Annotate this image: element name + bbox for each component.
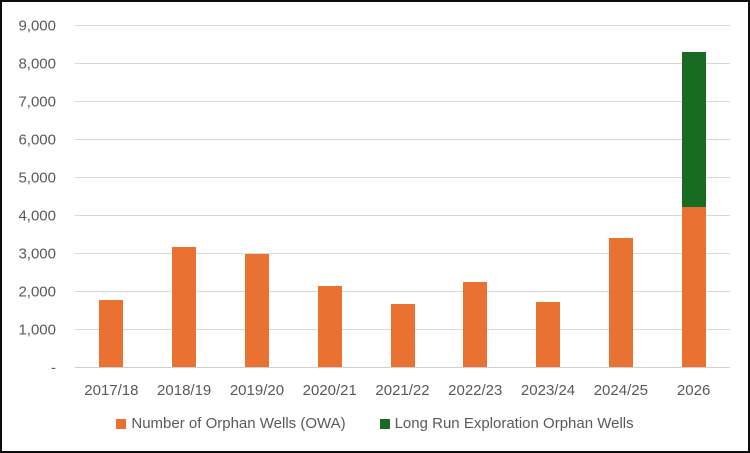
- bar-group-2024-25: [608, 237, 633, 367]
- y-axis-tick-label: 3,000: [18, 245, 56, 263]
- bar-segment-owa: [536, 301, 561, 367]
- x-axis-tick-label: 2018/19: [157, 382, 212, 399]
- gridline: [75, 139, 730, 140]
- y-axis-tick-label: -: [51, 359, 56, 377]
- x-axis-tick-label: 2021/22: [375, 382, 430, 399]
- bar-group-2019-20: [244, 253, 269, 367]
- bar-segment-longrun: [681, 51, 706, 208]
- gridline: [75, 63, 730, 64]
- y-axis-tick-label: 9,000: [18, 17, 56, 35]
- x-axis-tick-label: 2019/20: [229, 382, 285, 399]
- bar-group-2017-18: [99, 299, 124, 367]
- gridline: [75, 101, 730, 102]
- gridline: [75, 215, 730, 216]
- bar-segment-owa: [317, 286, 342, 367]
- legend-item-owa: Number of Orphan Wells (OWA): [116, 415, 346, 432]
- x-axis-tick-label: 2023/24: [520, 382, 576, 399]
- bar-segment-owa: [608, 237, 633, 367]
- bar-group-2021-22: [390, 303, 415, 367]
- x-axis-tick-label: 2020/21: [302, 382, 357, 399]
- bar-group-2022-23: [463, 281, 488, 367]
- y-axis-tick-label: 1,000: [18, 321, 56, 339]
- x-axis-line: [75, 367, 730, 368]
- bar-group-2026: [681, 51, 706, 367]
- y-axis-tick-label: 4,000: [18, 207, 56, 225]
- y-axis-tick-label: 5,000: [18, 169, 56, 187]
- legend-label-owa: Number of Orphan Wells (OWA): [131, 415, 346, 432]
- bar-segment-owa: [244, 253, 269, 367]
- y-axis: - 1,000 2,000 3,000 4,000 5,000 6,000 7,000 8,00…: [2, 19, 56, 376]
- bar-group-2023-24: [536, 301, 561, 367]
- legend-label-longrun: Long Run Exploration Orphan Wells: [394, 415, 634, 432]
- y-axis-tick-label: 6,000: [18, 131, 56, 149]
- x-axis: 2017/18 2018/19 2019/20 2020/21 2021/22 2022/…: [75, 382, 730, 402]
- x-axis-tick-label: 2024/25: [593, 382, 648, 399]
- bar-segment-owa: [681, 207, 706, 367]
- gridline: [75, 253, 730, 254]
- bar-segment-owa: [463, 281, 488, 367]
- y-axis-tick-label: 7,000: [18, 93, 56, 111]
- plot-area: [75, 25, 730, 368]
- legend-item-longrun: Long Run Exploration Orphan Wells: [379, 415, 634, 432]
- bar-group-2020-21: [317, 286, 342, 367]
- y-axis-tick-label: 8,000: [18, 55, 56, 73]
- bar-segment-owa: [99, 299, 124, 367]
- bar-group-2018-19: [172, 247, 197, 367]
- y-axis-tick-label: 2,000: [18, 283, 56, 301]
- legend: Number of Orphan Wells (OWA) Long Run Ex…: [2, 415, 748, 432]
- legend-swatch-longrun-icon: [379, 418, 390, 429]
- bar-segment-owa: [390, 303, 415, 367]
- gridline: [75, 25, 730, 26]
- bar-segment-owa: [172, 247, 197, 367]
- x-axis-tick-label: 2026: [676, 382, 711, 399]
- legend-swatch-owa-icon: [116, 418, 127, 429]
- gridline: [75, 177, 730, 178]
- x-axis-tick-label: 2017/18: [84, 382, 139, 399]
- gridline: [75, 291, 730, 292]
- x-axis-tick-label: 2022/23: [448, 382, 503, 399]
